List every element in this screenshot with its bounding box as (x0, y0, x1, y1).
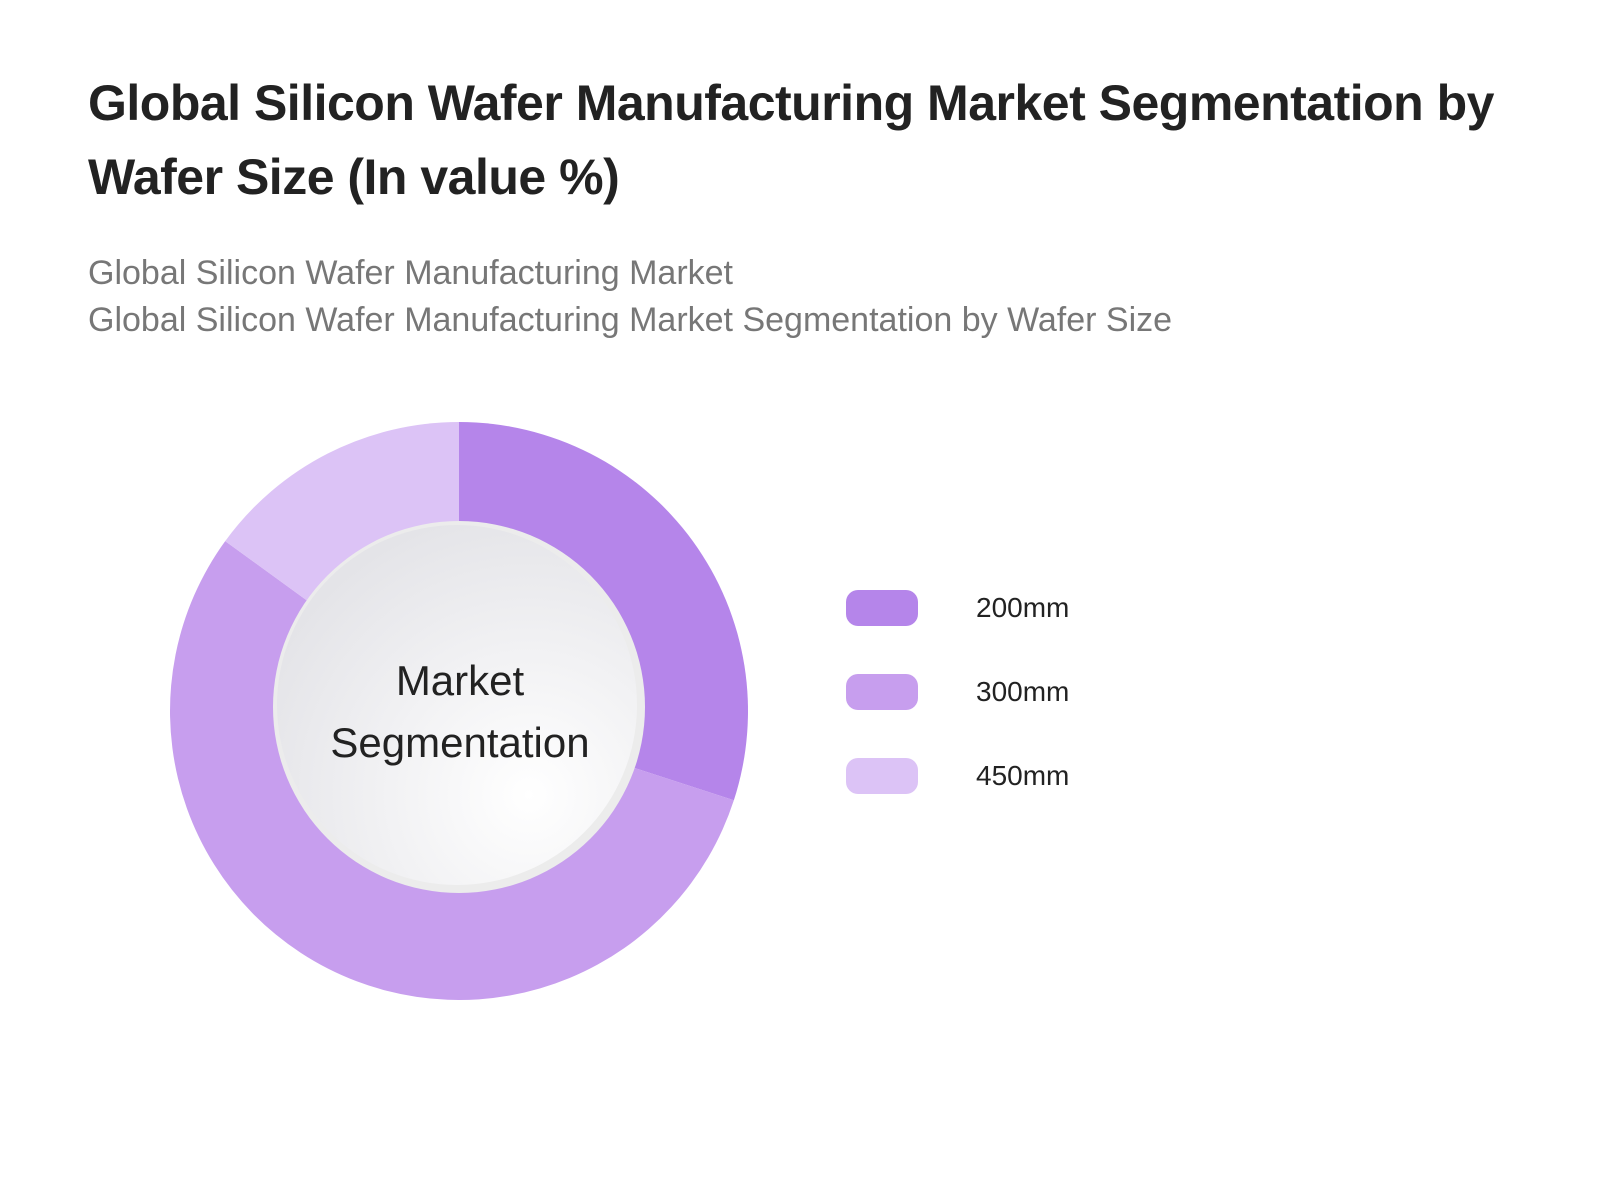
legend-item-300mm: 300mm (846, 673, 1069, 711)
legend-item-450mm: 450mm (846, 757, 1069, 795)
center-label-line-1: Market (395, 657, 525, 704)
legend-item-200mm: 200mm (846, 589, 1069, 627)
legend-label: 300mm (976, 676, 1070, 707)
legend-swatch (846, 590, 918, 626)
center-label-line-2: Segmentation (330, 719, 590, 766)
chart-subtitle-1: Global Silicon Wafer Manufacturing Marke… (88, 254, 734, 292)
chart-title: Global Silicon Wafer Manufacturing Marke… (88, 75, 1494, 205)
chart-subtitle-2: Global Silicon Wafer Manufacturing Marke… (88, 301, 1173, 339)
legend-swatch (846, 674, 918, 710)
center-label: Market Segmentation (300, 650, 620, 774)
legend-swatch (846, 758, 918, 794)
center-disc (277, 525, 637, 885)
legend-label: 200mm (976, 592, 1070, 623)
legend-label: 450mm (976, 760, 1070, 791)
